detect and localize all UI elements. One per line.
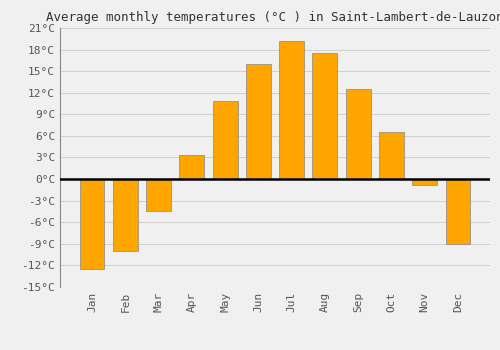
Bar	[412, 179, 437, 185]
Bar	[312, 53, 338, 179]
Bar	[246, 64, 271, 179]
Bar	[379, 132, 404, 179]
Bar	[212, 102, 238, 179]
Bar	[180, 155, 204, 179]
Bar	[146, 179, 171, 211]
Bar	[113, 179, 138, 251]
Title: Average monthly temperatures (°C ) in Saint-Lambert-de-Lauzon: Average monthly temperatures (°C ) in Sa…	[46, 11, 500, 24]
Bar	[346, 89, 370, 179]
Bar	[279, 41, 304, 179]
Bar	[446, 179, 470, 244]
Bar	[80, 179, 104, 269]
